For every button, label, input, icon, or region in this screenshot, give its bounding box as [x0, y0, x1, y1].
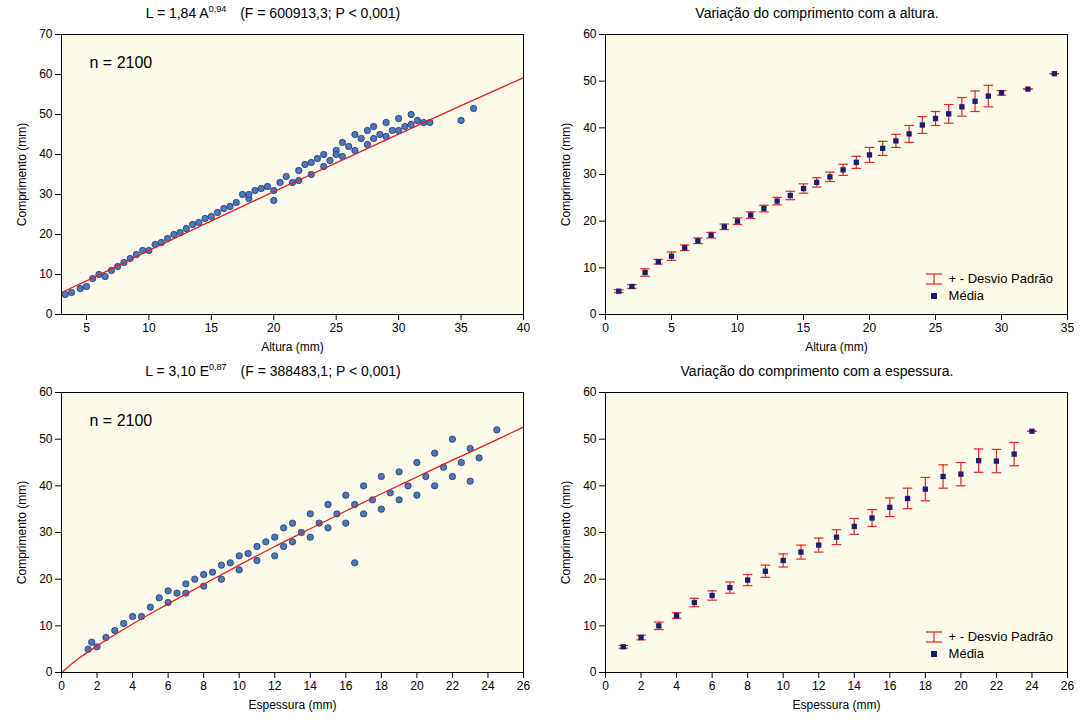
- svg-text:20: 20: [410, 679, 424, 693]
- svg-text:6: 6: [709, 679, 716, 693]
- svg-text:Comprimento (mm): Comprimento (mm): [15, 481, 29, 584]
- svg-text:Comprimento (mm): Comprimento (mm): [559, 481, 573, 584]
- svg-text:22: 22: [446, 679, 460, 693]
- svg-text:Espessura (mm): Espessura (mm): [792, 698, 880, 712]
- svg-text:10: 10: [39, 267, 53, 281]
- svg-text:4: 4: [129, 679, 136, 693]
- svg-text:16: 16: [883, 679, 897, 693]
- html-text:+ - Desvio Padrão: + - Desvio Padrão: [948, 271, 1053, 286]
- svg-text:60: 60: [39, 385, 53, 399]
- svg-text:15: 15: [205, 321, 219, 335]
- svg-text:10: 10: [583, 261, 597, 275]
- svg-text:20: 20: [39, 227, 53, 241]
- svg-text:40: 40: [583, 479, 597, 493]
- svg-text:35: 35: [1061, 321, 1075, 335]
- svg-text:12: 12: [812, 679, 826, 693]
- svg-text:18: 18: [919, 679, 933, 693]
- html-text:Média: Média: [948, 646, 984, 661]
- svg-text:70: 70: [39, 27, 53, 41]
- html-text:L = 3,10 E0,87: L = 3,10 E0,87: [145, 362, 227, 379]
- svg-text:10: 10: [39, 619, 53, 633]
- svg-text:20: 20: [583, 572, 597, 586]
- svg-text:40: 40: [517, 321, 531, 335]
- svg-text:14: 14: [848, 679, 862, 693]
- svg-text:40: 40: [39, 147, 53, 161]
- svg-text:26: 26: [1061, 679, 1075, 693]
- svg-text:15: 15: [797, 321, 811, 335]
- svg-text:2: 2: [94, 679, 101, 693]
- svg-text:0: 0: [602, 679, 609, 693]
- svg-text:6: 6: [165, 679, 172, 693]
- svg-text:50: 50: [583, 74, 597, 88]
- svg-text:8: 8: [200, 679, 207, 693]
- svg-text:20: 20: [863, 321, 877, 335]
- svg-text:0: 0: [58, 679, 65, 693]
- svg-text:24: 24: [1025, 679, 1039, 693]
- svg-text:2: 2: [638, 679, 645, 693]
- svg-text:Altura (mm): Altura (mm): [261, 340, 324, 354]
- svg-text:26: 26: [517, 679, 531, 693]
- svg-text:n = 2100: n = 2100: [90, 54, 153, 71]
- svg-text:10: 10: [583, 619, 597, 633]
- svg-text:0: 0: [46, 665, 53, 679]
- svg-text:30: 30: [39, 525, 53, 539]
- svg-text:50: 50: [39, 107, 53, 121]
- svg-text:10: 10: [731, 321, 745, 335]
- svg-text:24: 24: [481, 679, 495, 693]
- svg-text:40: 40: [39, 479, 53, 493]
- svg-text:22: 22: [990, 679, 1004, 693]
- html-text:(F = 600913,3; P < 0,001): (F = 600913,3; P < 0,001): [240, 5, 401, 21]
- svg-text:14: 14: [304, 679, 318, 693]
- svg-text:60: 60: [583, 27, 597, 41]
- svg-text:30: 30: [995, 321, 1009, 335]
- svg-text:40: 40: [583, 121, 597, 135]
- svg-text:20: 20: [39, 572, 53, 586]
- svg-text:35: 35: [454, 321, 468, 335]
- svg-text:25: 25: [330, 321, 344, 335]
- svg-text:30: 30: [39, 187, 53, 201]
- svg-text:10: 10: [233, 679, 247, 693]
- svg-text:30: 30: [392, 321, 406, 335]
- svg-text:16: 16: [339, 679, 353, 693]
- svg-text:18: 18: [375, 679, 389, 693]
- html-text:(F = 388483,1; P < 0,001): (F = 388483,1; P < 0,001): [240, 363, 401, 379]
- svg-text:10: 10: [142, 321, 156, 335]
- svg-text:20: 20: [267, 321, 281, 335]
- svg-text:Altura (mm): Altura (mm): [805, 340, 868, 354]
- svg-text:60: 60: [583, 385, 597, 399]
- html-text:Variação do comprimento com a: Variação do comprimento com a altura.: [695, 5, 939, 21]
- svg-text:0: 0: [46, 307, 53, 321]
- html-text:+ - Desvio Padrão: + - Desvio Padrão: [948, 629, 1053, 644]
- svg-text:12: 12: [268, 679, 282, 693]
- svg-text:0: 0: [590, 307, 597, 321]
- html-text:L = 1,84 A0,94: L = 1,84 A0,94: [145, 4, 227, 21]
- svg-text:25: 25: [929, 321, 943, 335]
- svg-text:Comprimento (mm): Comprimento (mm): [15, 123, 29, 226]
- svg-text:30: 30: [583, 525, 597, 539]
- svg-text:0: 0: [590, 665, 597, 679]
- svg-text:5: 5: [83, 321, 90, 335]
- svg-text:8: 8: [744, 679, 751, 693]
- svg-text:50: 50: [583, 432, 597, 446]
- html-text:Média: Média: [948, 288, 984, 303]
- svg-text:0: 0: [602, 321, 609, 335]
- svg-text:30: 30: [583, 167, 597, 181]
- svg-text:20: 20: [583, 214, 597, 228]
- svg-text:20: 20: [954, 679, 968, 693]
- svg-text:4: 4: [673, 679, 680, 693]
- svg-text:50: 50: [39, 432, 53, 446]
- html-text:Variação do comprimento com a: Variação do comprimento com a espessura.: [680, 363, 954, 379]
- svg-text:Espessura (mm): Espessura (mm): [248, 698, 336, 712]
- svg-text:10: 10: [777, 679, 791, 693]
- svg-text:n = 2100: n = 2100: [90, 412, 153, 429]
- svg-text:5: 5: [668, 321, 675, 335]
- svg-text:60: 60: [39, 67, 53, 81]
- svg-text:Comprimento (mm): Comprimento (mm): [559, 123, 573, 226]
